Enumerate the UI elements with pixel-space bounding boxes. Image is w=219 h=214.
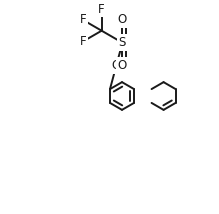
Text: O: O: [112, 59, 121, 72]
Text: S: S: [119, 36, 126, 49]
Text: O: O: [118, 59, 127, 72]
Text: F: F: [80, 13, 86, 26]
Text: F: F: [80, 35, 86, 48]
Text: O: O: [118, 13, 127, 26]
Text: F: F: [98, 3, 105, 16]
